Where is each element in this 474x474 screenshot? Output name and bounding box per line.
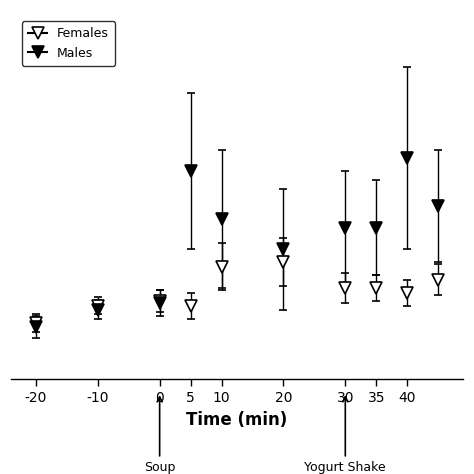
Text: Soup: Soup <box>144 397 175 474</box>
Text: Yogurt Shake: Yogurt Shake <box>304 397 386 474</box>
Legend: Females, Males: Females, Males <box>22 21 115 66</box>
X-axis label: Time (min): Time (min) <box>186 410 288 428</box>
